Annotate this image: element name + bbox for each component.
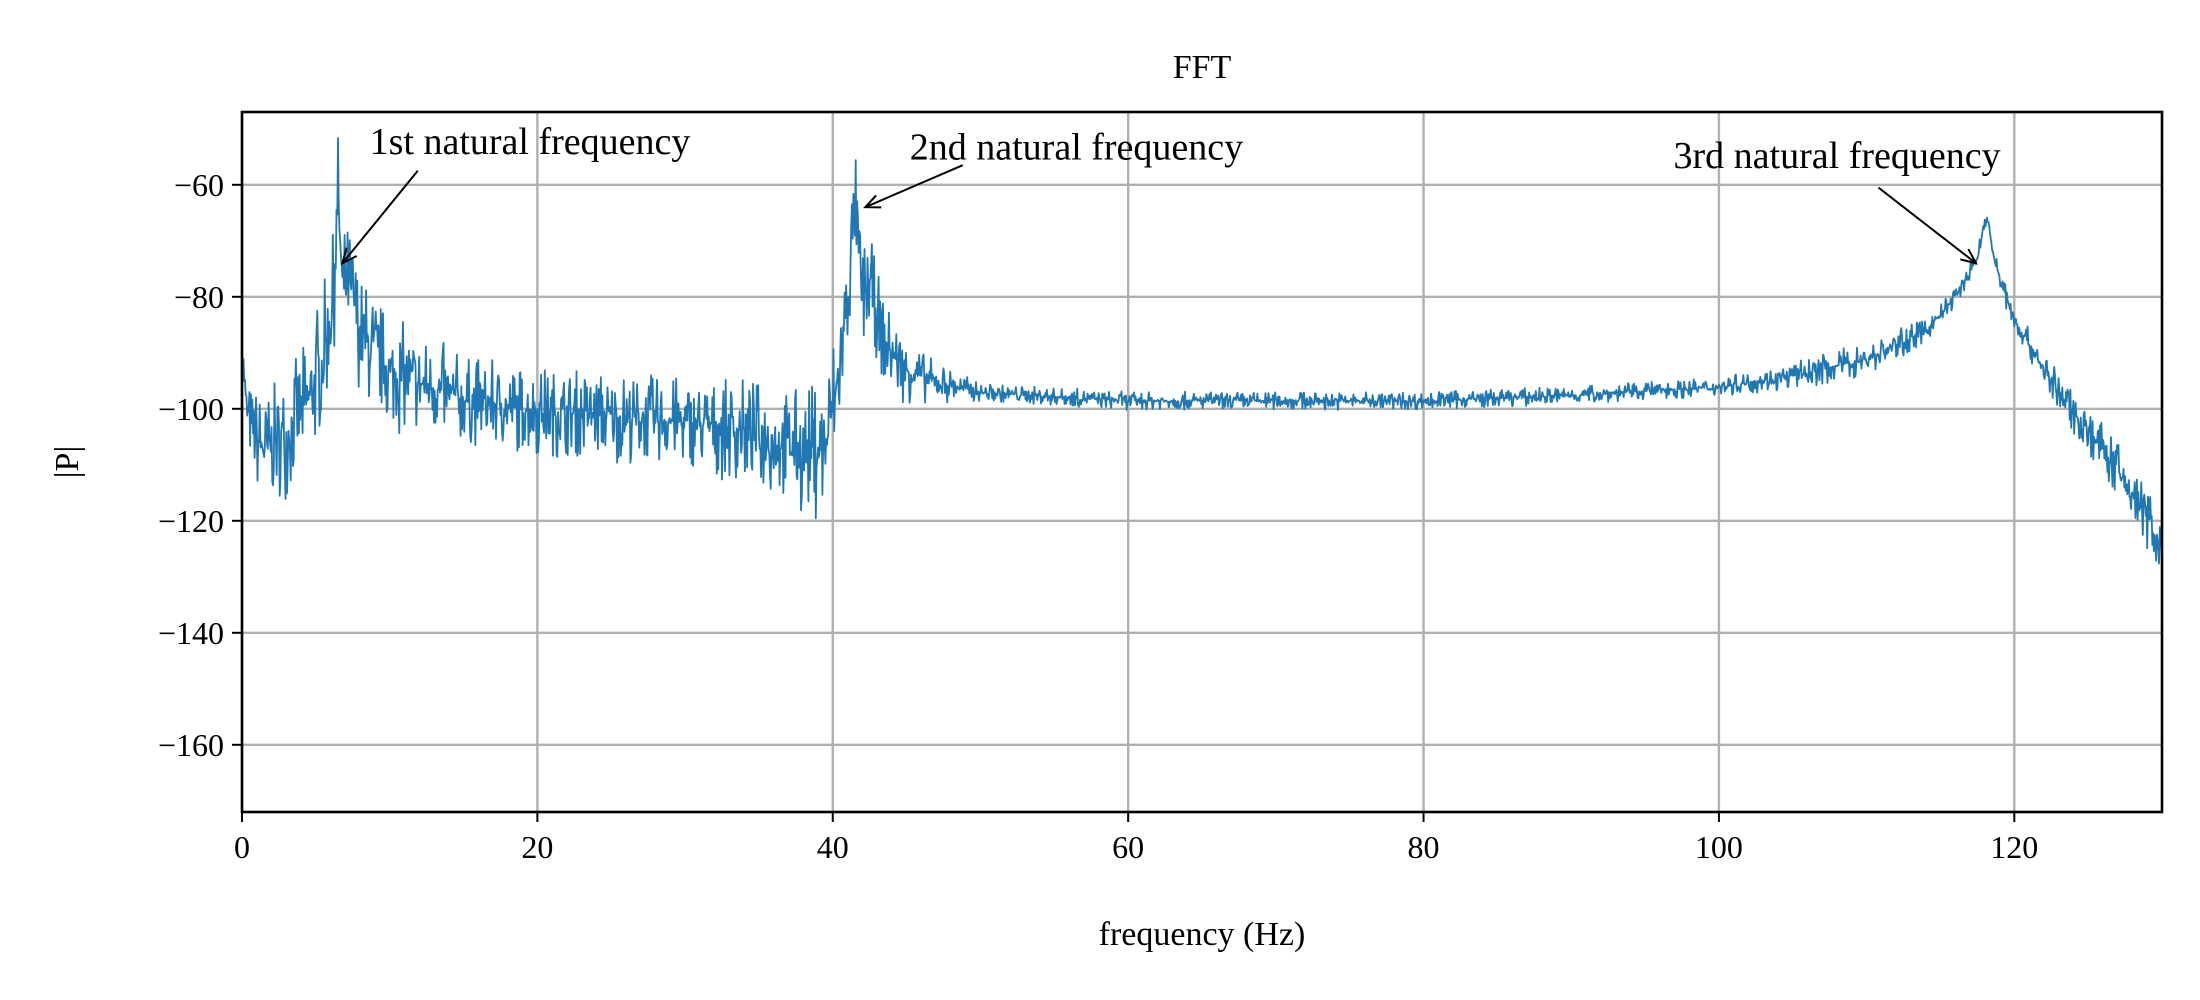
x-tick-label: 0: [234, 829, 250, 865]
y-tick-label: −80: [174, 279, 224, 315]
x-tick-label: 80: [1408, 829, 1440, 865]
x-tick-label: 60: [1112, 829, 1144, 865]
plot-frame: [240, 110, 2164, 814]
fft-series-line: [241, 137, 2163, 567]
annotation-arrow: [341, 170, 419, 264]
y-tick-label: −160: [158, 727, 224, 763]
annotation-arrowhead: [863, 194, 882, 209]
annotation-arrowhead: [340, 247, 358, 266]
grid: [240, 112, 2162, 812]
annotation-arrow: [1877, 186, 1977, 264]
y-tick-label: −120: [158, 503, 224, 539]
y-axis-label: |P|: [49, 446, 86, 479]
x-tick-label: 120: [1990, 829, 2038, 865]
annotation-arrow: [864, 164, 964, 209]
annotation-label: 1st natural frequency: [370, 121, 691, 163]
y-tick-label: −140: [158, 615, 224, 651]
y-tick-label: −60: [174, 167, 224, 203]
annotation-label: 3rd natural frequency: [1674, 135, 2001, 177]
x-tick-label: 40: [817, 829, 849, 865]
annotation-arrowhead: [1960, 248, 1978, 265]
series-layer: [241, 137, 2163, 567]
y-tick-label: −100: [158, 391, 224, 427]
annotations: 1st natural frequency 2nd natural frequen…: [340, 121, 2001, 266]
annotation-label: 2nd natural frequency: [910, 127, 1243, 169]
x-tick-label: 20: [521, 829, 553, 865]
x-axis-label: frequency (Hz): [1099, 916, 1306, 953]
x-tick-label: 100: [1695, 829, 1743, 865]
chart-title: FFT: [1173, 49, 1232, 86]
axis-ticks: 0 20 40 60 80 100 120 −60 −80 −100 −120 −140 −160: [158, 167, 2038, 865]
